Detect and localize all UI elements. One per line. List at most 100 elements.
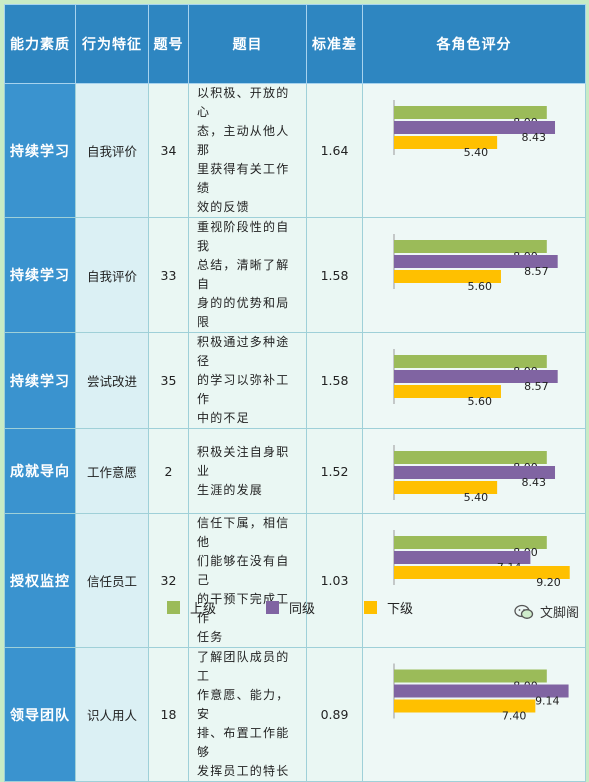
rating-bar-chart: 8.008.435.40: [393, 445, 556, 504]
rating-value-label: 9.14: [535, 695, 560, 708]
header-question: 题目: [188, 4, 307, 84]
rating-bar: [394, 481, 498, 494]
watermark-text: 文脚阁: [539, 606, 579, 621]
ability-cell: 持续学习: [4, 332, 76, 429]
rating-bar: [394, 451, 547, 464]
question-line: 们能够在没有自己: [197, 554, 290, 587]
ability-cell: 持续学习: [4, 217, 76, 333]
rating-bar: [394, 566, 570, 579]
legend-swatch: [167, 601, 180, 614]
behavior-cell: 识人用人: [75, 647, 149, 782]
rating-value-label: 5.60: [467, 395, 492, 408]
rating-bar: [394, 106, 547, 119]
legend-swatch: [364, 601, 377, 614]
question-line: 积极通过多种途径: [197, 335, 290, 368]
rating-chart-cell: 8.008.435.40: [362, 83, 586, 218]
legend-label: 上级: [190, 602, 217, 617]
rating-chart-cell: 8.007.149.20: [362, 513, 586, 648]
legend-item: 上级: [167, 598, 216, 617]
stddev-cell: 1.58: [306, 217, 363, 333]
table-row: 持续学习 自我评价 34 以积极、开放的心 态，主动从他人那 里获得有关工作绩效的反馈 1.…: [4, 83, 586, 218]
ability-cell: 领导团队: [4, 647, 76, 782]
number-cell: 32: [148, 513, 189, 648]
question-line: 积极关注自身职业: [197, 444, 290, 478]
question-cell: 信任下属，相信他 们能够在没有自己 的干预下完成工作任务: [188, 513, 307, 648]
ability-cell: 授权监控: [4, 513, 76, 648]
rating-bar: [394, 466, 556, 479]
legend-label: 下级: [387, 602, 414, 617]
rating-bar: [394, 270, 501, 283]
rating-bar: [394, 385, 501, 398]
question-line: 生涯的发展: [197, 482, 264, 497]
number-cell: 34: [148, 83, 189, 218]
stddev-cell: 1.03: [306, 513, 363, 648]
table-row: 持续学习 自我评价 33 重视阶段性的自我 总结，清晰了解自 身的的优势和局限 1.58 8.…: [4, 217, 586, 333]
ability-cell: 成就导向: [4, 428, 76, 514]
number-cell: 18: [148, 647, 189, 782]
table-row: 授权监控 信任员工 32 信任下属，相信他 们能够在没有自己 的干预下完成工作 任务 1.03…: [4, 513, 586, 648]
behavior-cell: 自我评价: [75, 83, 149, 218]
rating-bar-chart: 8.008.575.60: [393, 234, 558, 293]
question-line: 信任下属，相信他: [197, 516, 290, 549]
question-line: 以积极、开放的心: [197, 86, 290, 119]
question-line: 了解团队成员的工: [197, 650, 290, 683]
rating-value-label: 5.40: [464, 491, 489, 504]
behavior-cell: 工作意愿: [75, 428, 149, 514]
question-line: 排、布置工作能够: [197, 726, 290, 759]
question-cell: 了解团队成员的工 作意愿、能力，安 排、布置工作能够发挥员工的特长: [188, 647, 307, 782]
header-stddev: 标准差: [306, 4, 363, 84]
rating-chart-cell: 8.009.147.40: [362, 647, 586, 782]
number-cell: 2: [148, 428, 189, 514]
rating-chart-cell: 8.008.575.60: [362, 217, 586, 333]
rating-bar-chart: 8.008.575.60: [393, 349, 558, 408]
question-cell: 重视阶段性的自我 总结，清晰了解自 身的的优势和局限: [188, 217, 307, 333]
legend-label: 同级: [289, 602, 316, 617]
number-cell: 35: [148, 332, 189, 429]
ability-cell: 持续学习: [4, 83, 76, 218]
question-line: 里获得有关工作绩: [197, 162, 290, 195]
question-line: 的干预下完成工作: [197, 592, 290, 625]
stddev-cell: 1.58: [306, 332, 363, 429]
legend-item: 下级: [364, 598, 413, 617]
header-ability: 能力素质: [4, 4, 76, 84]
chart-legend: 上级 同级 下级: [4, 587, 585, 623]
question-cell: 积极通过多种途径 的学习以弥补工作中的不足: [188, 332, 307, 429]
question-line: 效的反馈: [197, 200, 250, 214]
rating-bar: [394, 370, 558, 383]
header-row: 能力素质 行为特征 题号 题目 标准差 各角色评分: [4, 4, 586, 84]
rating-value-label: 5.40: [464, 146, 489, 159]
question-cell: 积极关注自身职业生涯的发展: [188, 428, 307, 514]
watermark: 文脚阁: [514, 602, 579, 621]
question-line: 作意愿、能力，安: [197, 688, 290, 721]
evaluation-table: 能力素质 行为特征 题号 题目 标准差 各角色评分 持续学习 自我评价 34 以积极、…: [4, 4, 586, 782]
question-line: 发挥员工的特长: [197, 764, 290, 778]
stddev-cell: 1.52: [306, 428, 363, 514]
header-behavior: 行为特征: [75, 4, 149, 84]
table-row: 领导团队 识人用人 18 了解团队成员的工 作意愿、能力，安 排、布置工作能够发挥员工的特…: [4, 647, 586, 782]
rating-bar-chart: 8.007.149.20: [393, 530, 570, 589]
question-line: 中的不足: [197, 411, 250, 425]
wechat-icon: [514, 604, 534, 620]
legend-item: 同级: [266, 598, 315, 617]
behavior-cell: 自我评价: [75, 217, 149, 333]
rating-bar: [394, 240, 547, 253]
rating-bar: [394, 136, 498, 149]
rating-chart-cell: 8.008.575.60: [362, 332, 586, 429]
header-number: 题号: [148, 4, 189, 84]
rating-value-label: 7.40: [502, 710, 526, 723]
stddev-cell: 1.64: [306, 83, 363, 218]
rating-value-label: 8.43: [522, 131, 547, 144]
question-line: 态，主动从他人那: [197, 124, 290, 157]
rating-bar: [394, 255, 558, 268]
rating-value-label: 8.43: [522, 476, 547, 489]
rating-value-label: 9.20: [536, 576, 561, 589]
question-line: 任务: [197, 630, 224, 644]
rating-bar: [394, 355, 547, 368]
rating-bar: [394, 551, 531, 564]
rating-value-label: 8.57: [524, 265, 549, 278]
question-line: 的学习以弥补工作: [197, 373, 290, 406]
behavior-cell: 尝试改进: [75, 332, 149, 429]
question-line: 身的的优势和局限: [197, 296, 290, 329]
rating-bar: [394, 121, 556, 134]
